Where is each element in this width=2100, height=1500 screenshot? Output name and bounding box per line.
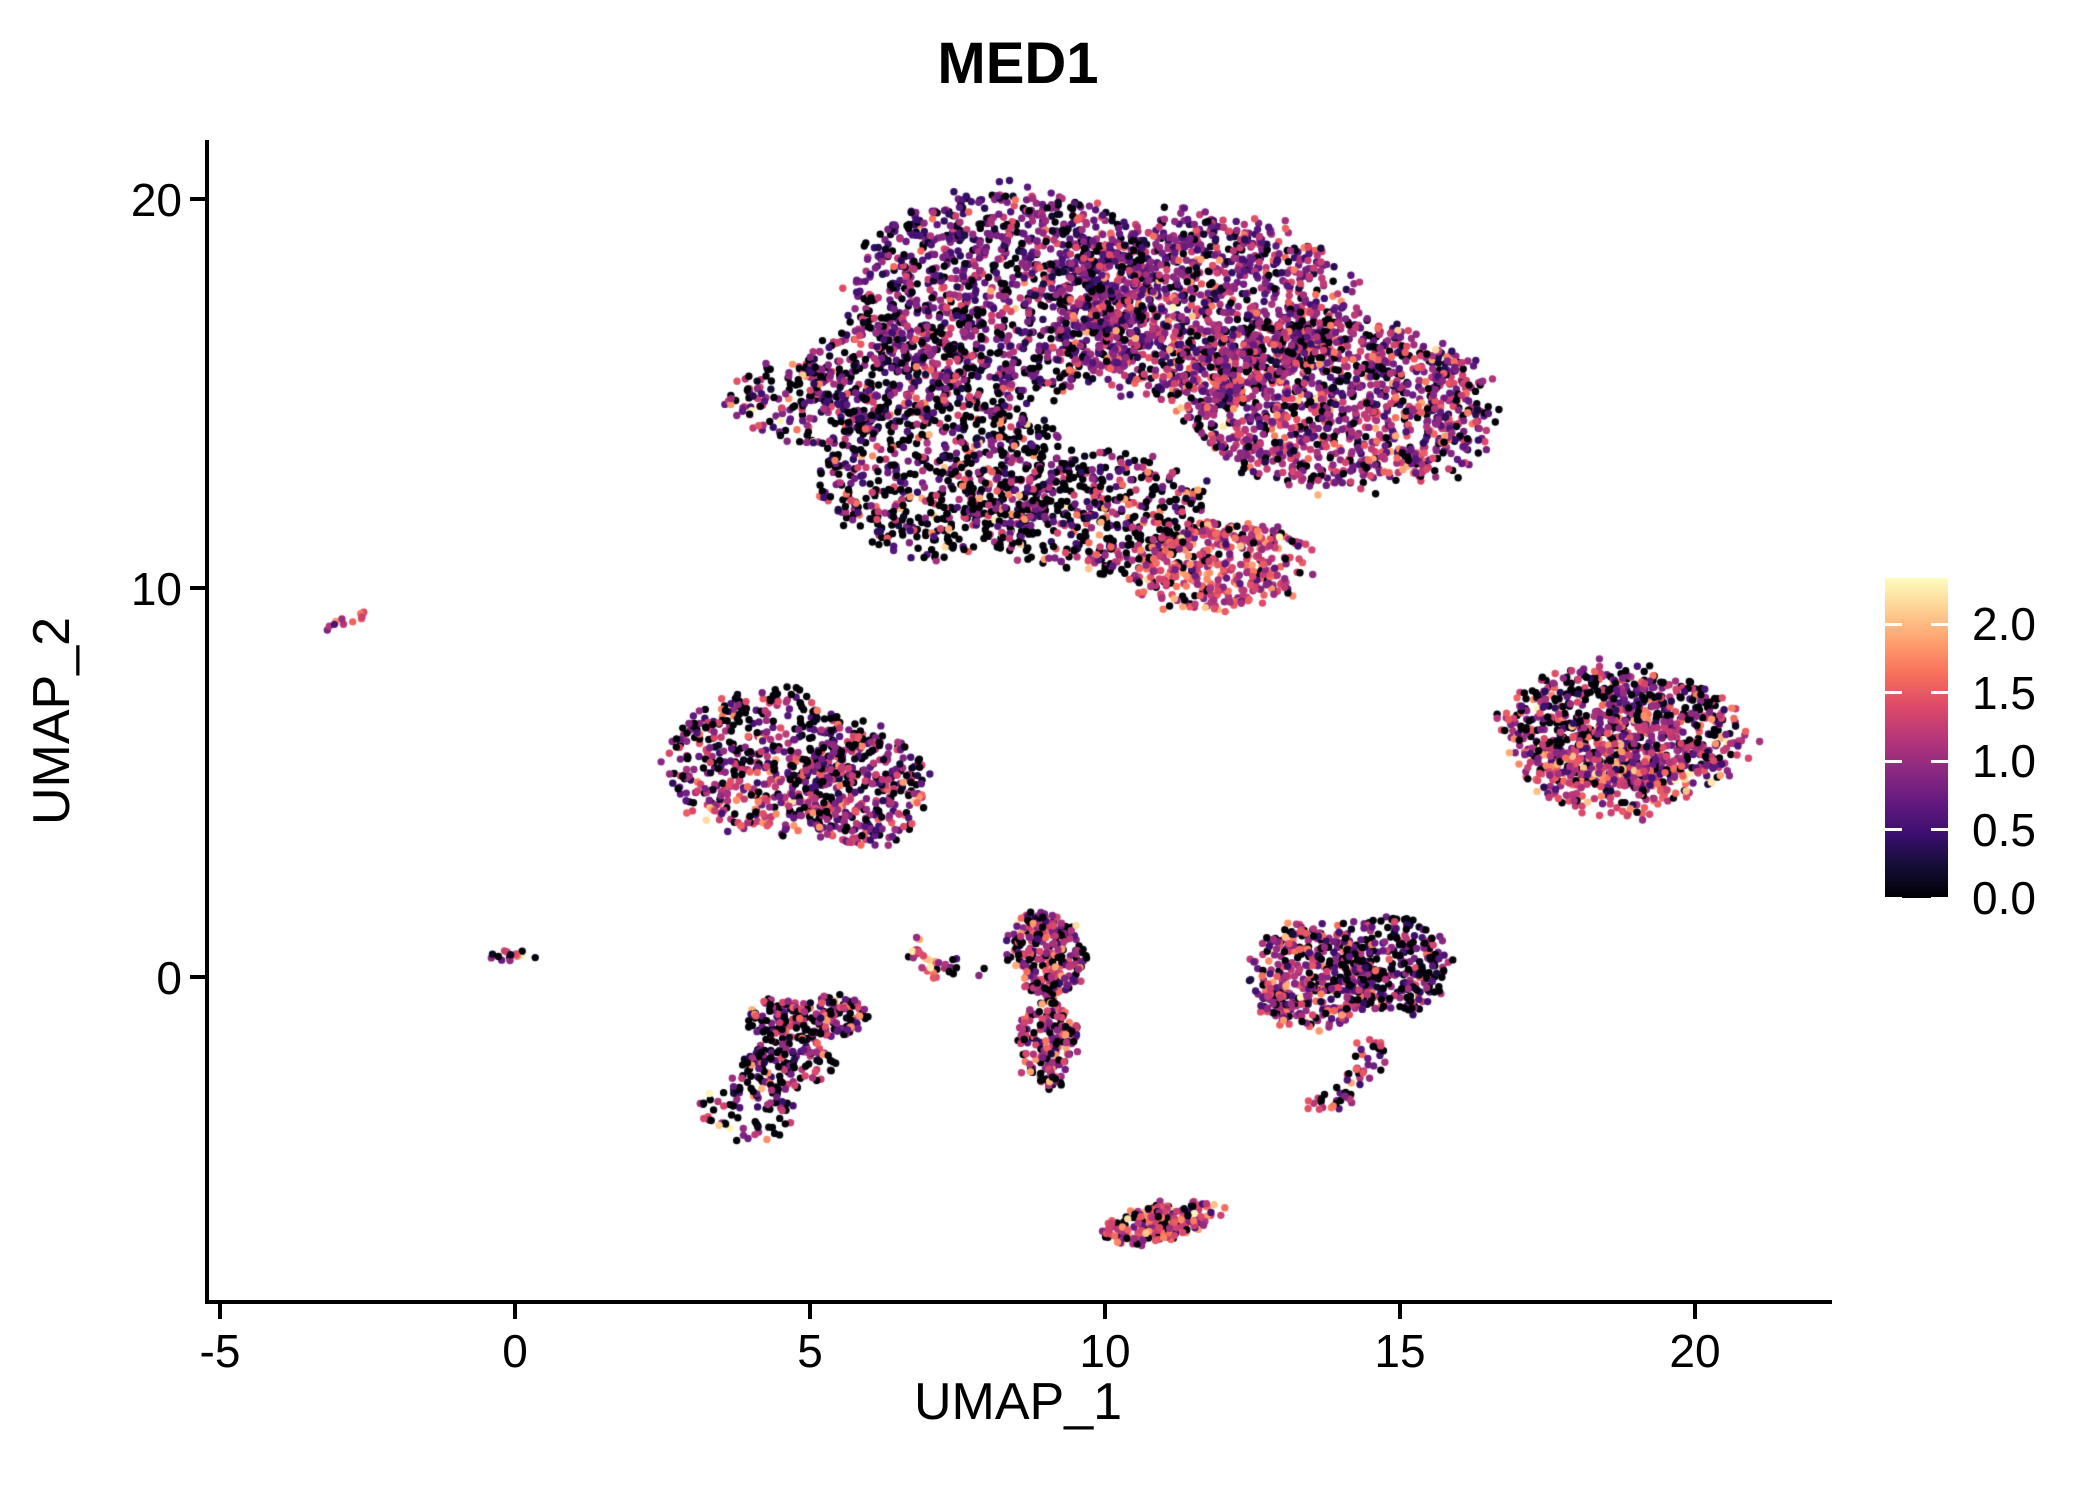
colorbar-tick-mark [1931, 828, 1948, 832]
colorbar-tick-label: 1.5 [1972, 666, 2036, 719]
x-tick-mark [1398, 1304, 1402, 1319]
colorbar-tick-label: 0.0 [1972, 872, 2036, 924]
expression-colorbar [1885, 578, 1948, 900]
y-tick-mark [190, 975, 205, 979]
colorbar-tick-mark [1885, 896, 1902, 900]
colorbar-tick-mark [1931, 691, 1948, 695]
y-tick-mark [190, 197, 205, 201]
colorbar-tick-mark [1931, 622, 1948, 626]
x-tick-label: 15 [1374, 1325, 1426, 1377]
y-tick-label: 0 [156, 952, 182, 1004]
y-tick-label: 10 [130, 563, 182, 615]
x-axis-line [205, 1300, 1832, 1304]
colorbar-tick-mark [1885, 759, 1902, 763]
colorbar-tick-label: 2.0 [1972, 598, 2036, 651]
y-axis-line [205, 140, 209, 1304]
x-axis-title: UMAP_1 [913, 1373, 1123, 1431]
y-tick-label: 20 [130, 174, 182, 226]
x-tick-label: 10 [1079, 1325, 1131, 1377]
y-tick-mark [190, 586, 205, 590]
colorbar-tick-label: 0.5 [1972, 803, 2036, 856]
x-tick-mark [1103, 1304, 1107, 1319]
y-axis-title: UMAP_2 [23, 616, 81, 826]
colorbar-tick-mark [1931, 759, 1948, 763]
x-tick-mark [808, 1304, 812, 1319]
colorbar-tick-mark [1885, 828, 1902, 832]
x-tick-label: 20 [1669, 1325, 1721, 1377]
x-tick-label: -5 [199, 1325, 241, 1377]
colorbar-tick-mark [1931, 896, 1948, 900]
colorbar-tick-mark [1885, 691, 1902, 695]
x-tick-label: 0 [502, 1325, 528, 1377]
x-tick-mark [1693, 1304, 1697, 1319]
x-tick-mark [513, 1304, 517, 1319]
colorbar-tick-label: 1.0 [1972, 735, 2036, 788]
plot-title: MED1 [937, 31, 1099, 96]
x-tick-mark [218, 1304, 222, 1319]
colorbar-tick-mark [1885, 622, 1902, 626]
x-tick-label: 5 [797, 1325, 823, 1377]
